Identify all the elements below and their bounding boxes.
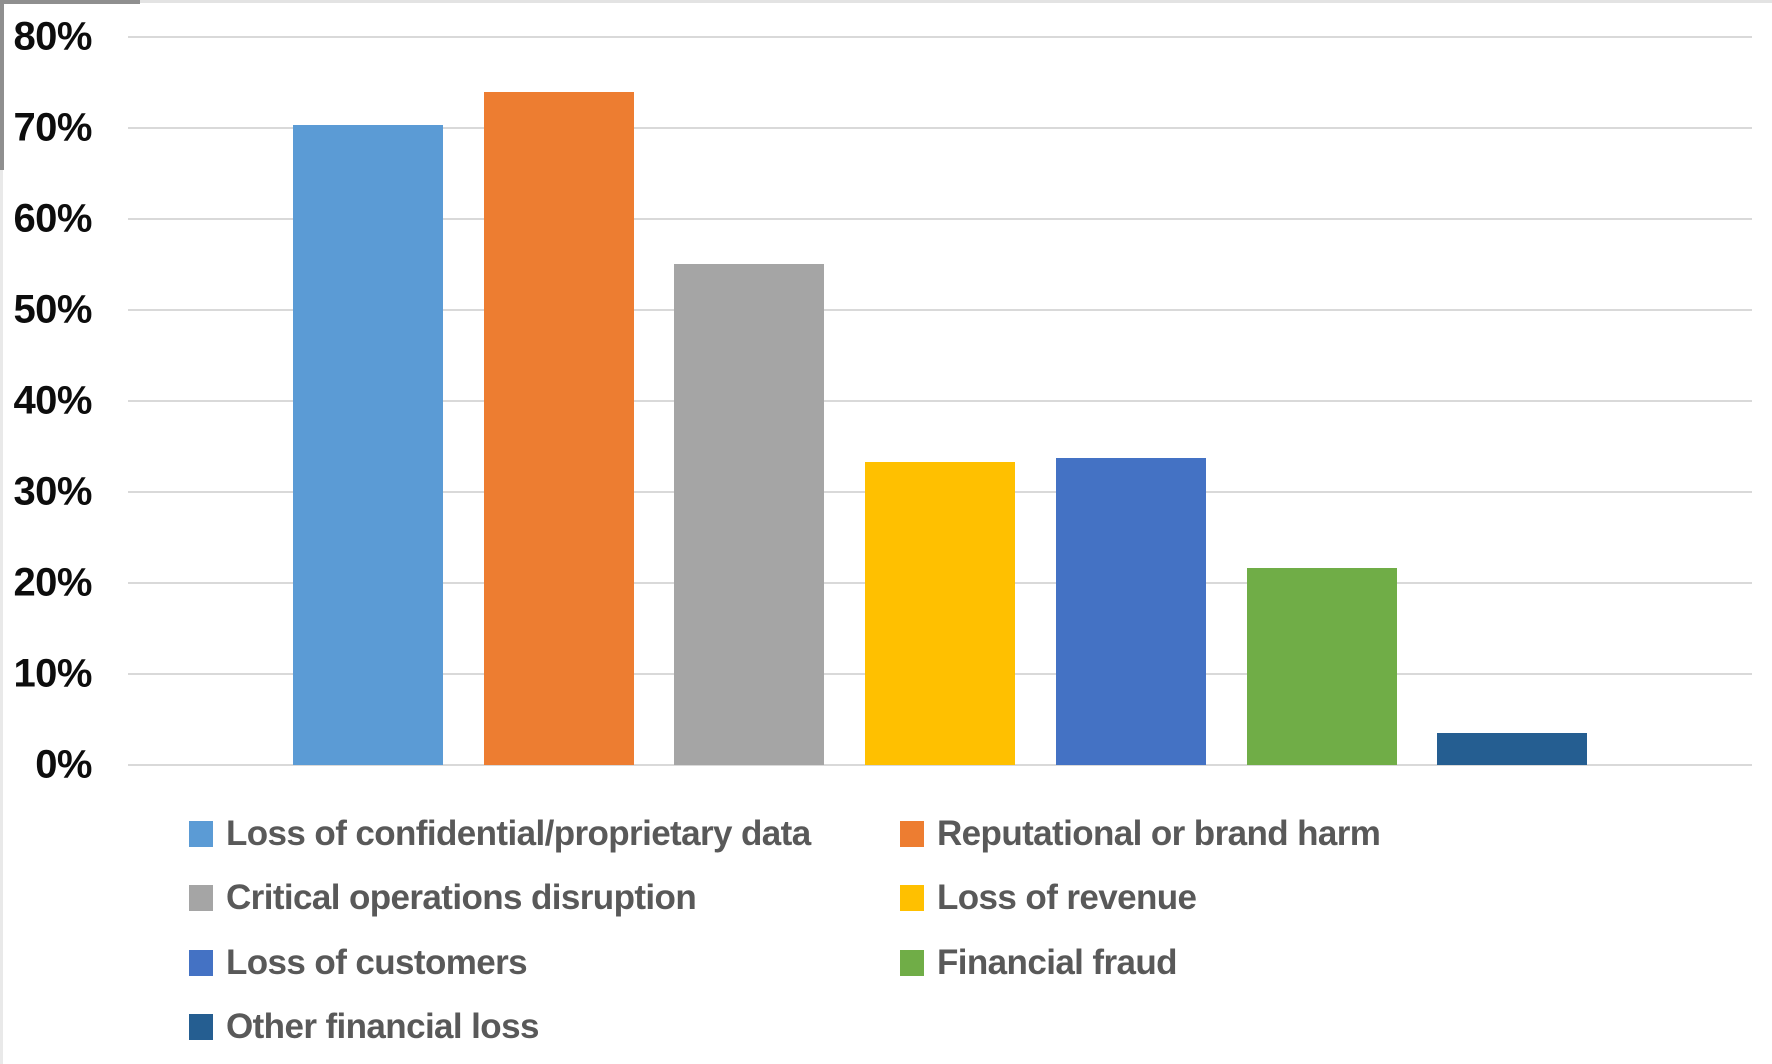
left-border-line [0, 0, 3, 1064]
y-axis-tick-label: 40% [13, 378, 92, 423]
gridline-0% [128, 764, 1752, 766]
y-axis-tick-label: 50% [13, 287, 92, 332]
legend-item: Loss of confidential/proprietary data [189, 812, 811, 856]
legend-item: Financial fraud [900, 941, 1178, 985]
bar-4 [865, 462, 1015, 765]
legend-swatch-icon [189, 1014, 213, 1040]
bar-1 [293, 125, 443, 765]
bar-3 [674, 264, 824, 765]
top-left-corner-line [0, 0, 140, 4]
legend-label: Other financial loss [226, 1007, 539, 1046]
top-left-corner-line-vertical [0, 0, 4, 170]
gridline-80% [128, 36, 1752, 38]
legend-swatch-icon [900, 950, 924, 976]
legend-label: Loss of revenue [937, 878, 1197, 917]
legend-item: Critical operations disruption [189, 876, 697, 920]
y-axis-tick-label: 70% [13, 105, 92, 150]
legend-swatch-icon [189, 821, 213, 847]
bar-6 [1247, 568, 1397, 765]
legend-item: Other financial loss [189, 1005, 539, 1049]
legend-label: Critical operations disruption [226, 878, 697, 917]
legend-label: Financial fraud [937, 943, 1178, 982]
legend-label: Loss of confidential/proprietary data [226, 814, 811, 853]
y-axis-tick-label: 80% [13, 14, 92, 59]
y-axis-tick-label: 30% [13, 469, 92, 514]
legend-swatch-icon [189, 950, 213, 976]
y-axis-tick-label: 60% [13, 196, 92, 241]
bar-2 [484, 92, 634, 765]
legend-label: Reputational or brand harm [937, 814, 1381, 853]
legend-swatch-icon [900, 885, 924, 911]
legend-item: Reputational or brand harm [900, 812, 1381, 856]
legend-item: Loss of revenue [900, 876, 1197, 920]
gridline-40% [128, 400, 1752, 402]
legend-swatch-icon [189, 885, 213, 911]
legend-label: Loss of customers [226, 943, 528, 982]
top-border-line [0, 0, 1772, 3]
gridline-60% [128, 218, 1752, 220]
y-axis-tick-label: 20% [13, 560, 92, 605]
bar-5 [1056, 458, 1206, 765]
bar-7 [1437, 733, 1587, 765]
legend-item: Loss of customers [189, 941, 528, 985]
gridline-70% [128, 127, 1752, 129]
gridline-50% [128, 309, 1752, 311]
y-axis-tick-label: 10% [13, 651, 92, 696]
legend-swatch-icon [900, 821, 924, 847]
y-axis-tick-label: 0% [35, 742, 92, 787]
